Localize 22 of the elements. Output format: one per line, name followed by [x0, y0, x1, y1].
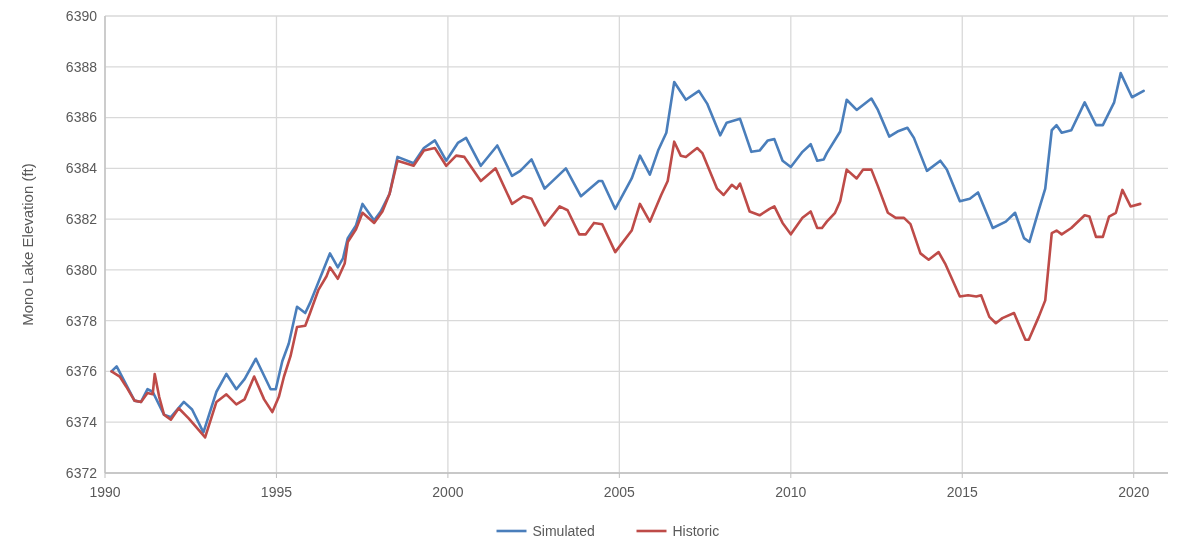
- y-axis-title: Mono Lake Elevation (ft): [18, 163, 36, 326]
- x-tick-label: 2015: [946, 484, 979, 500]
- y-tick-label: 6376: [65, 363, 98, 380]
- x-tick-label: 2010: [775, 484, 807, 500]
- x-tick-label: 2005: [603, 484, 636, 500]
- y-tick-label: 6372: [65, 464, 98, 481]
- y-tick-label: 6380: [65, 261, 98, 278]
- x-tick-label: 2000: [432, 484, 464, 500]
- y-tick-label: 6378: [65, 312, 98, 329]
- y-tick-label: 6374: [65, 414, 98, 431]
- x-tick-label: 2020: [1118, 484, 1150, 500]
- y-tick-label: 6382: [65, 211, 98, 228]
- y-tick-label: 6386: [65, 109, 98, 126]
- legend-label: Historic: [672, 522, 720, 539]
- line-series: [110, 71, 1145, 434]
- y-tick-label: 6388: [65, 58, 98, 75]
- x-tick-label: 1995: [260, 484, 293, 500]
- legend-label: Simulated: [532, 522, 595, 539]
- y-tick-label: 6390: [65, 7, 98, 24]
- line-series: [110, 140, 1142, 439]
- y-tick-label: 6384: [65, 160, 98, 177]
- x-tick-label: 1990: [89, 484, 121, 500]
